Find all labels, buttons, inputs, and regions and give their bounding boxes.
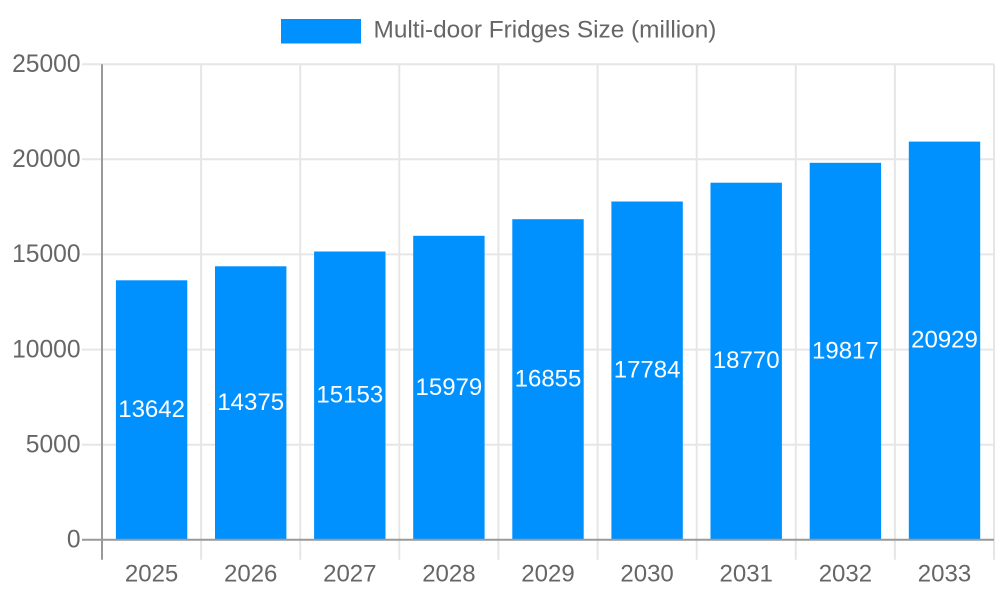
svg-text:16855: 16855: [515, 366, 582, 393]
svg-text:17784: 17784: [614, 357, 681, 384]
svg-text:2031: 2031: [720, 561, 773, 588]
svg-text:20929: 20929: [911, 327, 978, 354]
svg-text:25000: 25000: [12, 51, 80, 78]
svg-text:15000: 15000: [12, 241, 80, 268]
svg-text:2033: 2033: [918, 561, 971, 588]
svg-text:15979: 15979: [416, 374, 483, 401]
svg-text:2032: 2032: [819, 561, 872, 588]
svg-text:5000: 5000: [26, 431, 81, 458]
svg-text:13642: 13642: [118, 396, 185, 423]
svg-text:2026: 2026: [224, 561, 277, 588]
svg-text:0: 0: [67, 527, 81, 554]
svg-text:14375: 14375: [217, 389, 284, 416]
svg-text:2025: 2025: [125, 561, 178, 588]
svg-text:2030: 2030: [620, 561, 673, 588]
svg-text:10000: 10000: [12, 336, 80, 363]
svg-text:Multi-door Fridges Size (milli: Multi-door Fridges Size (million): [374, 17, 717, 44]
svg-text:2027: 2027: [323, 561, 376, 588]
svg-text:2029: 2029: [521, 561, 574, 588]
svg-text:15153: 15153: [316, 382, 383, 409]
svg-text:19817: 19817: [812, 337, 879, 364]
svg-text:18770: 18770: [713, 347, 780, 374]
svg-text:20000: 20000: [12, 146, 80, 173]
svg-text:2028: 2028: [422, 561, 475, 588]
